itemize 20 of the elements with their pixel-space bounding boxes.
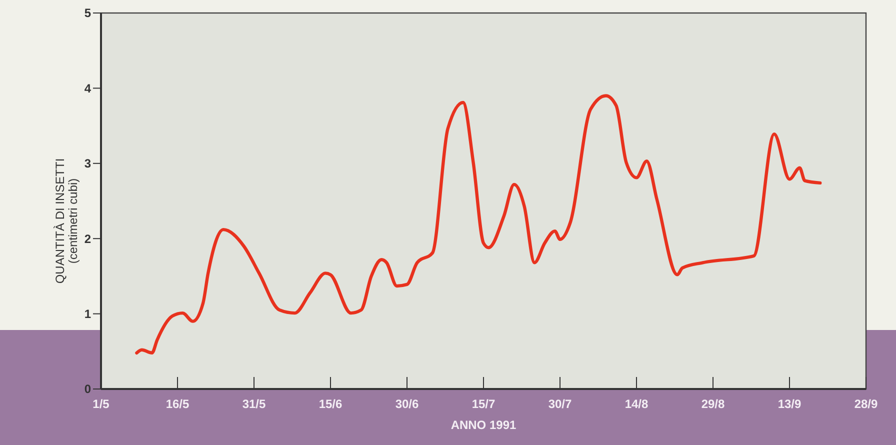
x-tick-label: 15/6 <box>318 397 342 411</box>
x-tick-label: 31/5 <box>242 397 266 411</box>
x-tick-label: 28/9 <box>854 397 878 411</box>
line-series <box>135 94 822 355</box>
y-tick-label: 0 <box>84 382 92 396</box>
x-tick-label: 30/7 <box>548 397 572 411</box>
x-tick-label: 29/8 <box>701 397 725 411</box>
x-axis-title: ANNO 1991 <box>450 418 516 432</box>
x-tick-label: 13/9 <box>778 397 802 411</box>
x-tick-label: 30/6 <box>395 397 419 411</box>
y-tick-label: 1 <box>84 307 92 321</box>
y-tick-label: 2 <box>84 232 92 246</box>
y-tick-label: 3 <box>84 156 92 171</box>
x-tick-label: 14/8 <box>624 397 648 411</box>
x-tick-label: 1/5 <box>92 397 110 411</box>
y-tick-label: 4 <box>84 81 92 96</box>
x-tick-label: 15/7 <box>472 397 496 411</box>
y-tick-label: 5 <box>84 6 92 20</box>
x-tick-label: 16/5 <box>166 397 190 411</box>
y-axis-title: QUANTITÀ DI INSETTI (centimetri cubi) <box>53 158 80 284</box>
